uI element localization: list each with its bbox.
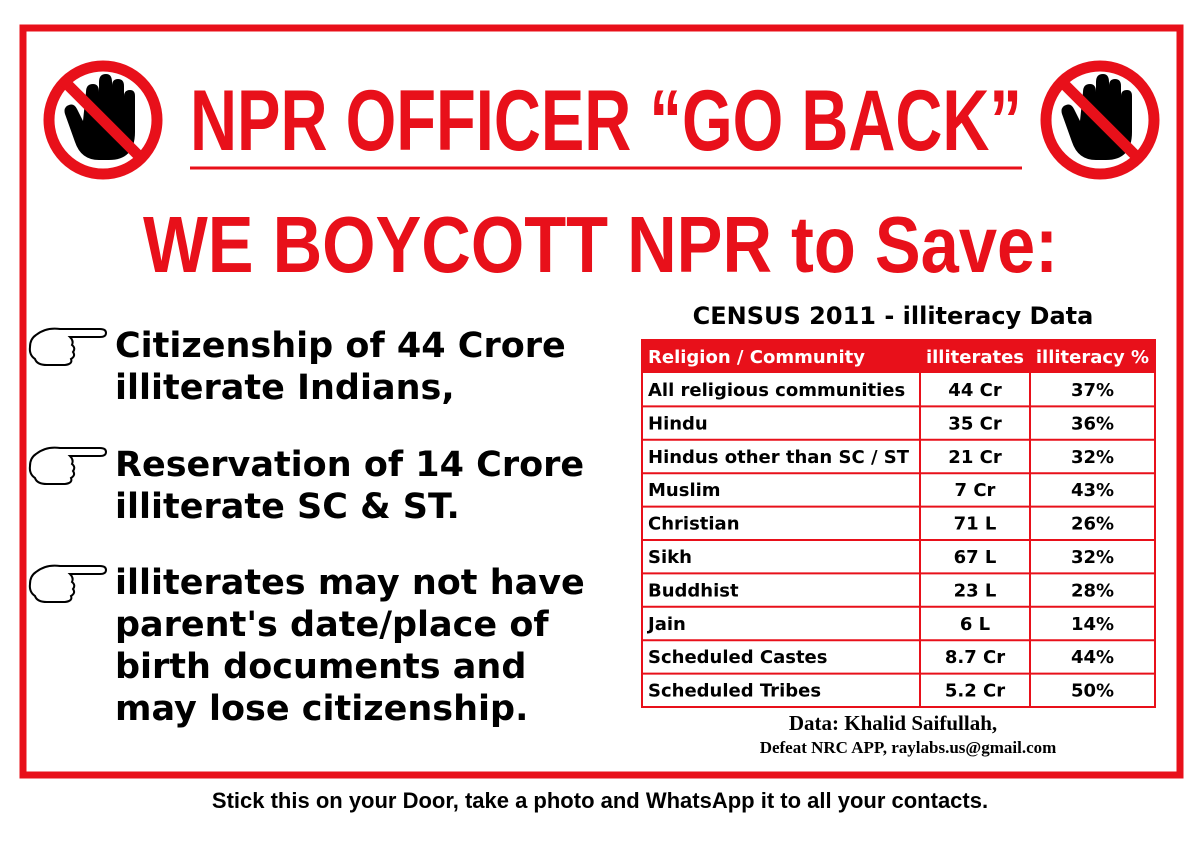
data-table: Religion / Community illiterates illiterac…: [641, 339, 1156, 708]
table-cell: 26%: [1071, 514, 1114, 535]
border: [19, 24, 1184, 779]
bullet-line: illiterate Indians,: [115, 368, 455, 408]
table-cell: 71 L: [954, 514, 997, 535]
table-cell: Jain: [646, 614, 686, 635]
bullet-line: illiterates may not have: [115, 563, 585, 603]
pointers: [28, 327, 108, 603]
table-cell: 32%: [1071, 547, 1114, 568]
credit-line: Data: Khalid Saifullah,: [789, 711, 997, 735]
stop-icon-right: [1040, 60, 1160, 180]
table-cell: 44%: [1071, 647, 1114, 668]
column-header: illiterates: [926, 347, 1024, 368]
table-cell: 37%: [1071, 380, 1114, 401]
footer: Stick this on your Door, take a photo an…: [212, 788, 988, 813]
column-header: Religion / Community: [648, 347, 865, 368]
table-cell: 23 L: [954, 580, 997, 601]
table-border: [641, 339, 1156, 708]
table-cell: 28%: [1071, 580, 1114, 601]
table-cell: 44 Cr: [948, 380, 1002, 401]
table-cell: Buddhist: [648, 580, 739, 601]
table-cell: 43%: [1071, 480, 1114, 501]
table-cell: 36%: [1071, 413, 1114, 434]
table-cell: Scheduled Tribes: [648, 681, 821, 702]
credit-line: Defeat NRC APP, raylabs.us@gmail.com: [760, 738, 1057, 757]
table-cell: All religious communities: [648, 380, 905, 401]
column-header: illiteracy %: [1036, 347, 1149, 368]
table-cell: Scheduled Castes: [648, 647, 827, 668]
bullet-line: may lose citizenship.: [115, 689, 528, 729]
table-cell: 50%: [1071, 681, 1114, 702]
bullet-line: Citizenship of 44 Crore: [115, 326, 566, 366]
table-cell: 8.7 Cr: [945, 647, 1005, 668]
subtitle: WE BOYCOTT NPR to Save:: [143, 200, 1058, 289]
table-cell: 7 Cr: [955, 480, 996, 501]
table-cell: Hindu: [648, 413, 708, 434]
pointing-hand: [28, 446, 108, 485]
table-cell: Sikh: [648, 547, 692, 568]
table-cell: 6 L: [960, 614, 990, 635]
bullet-line: birth documents and: [115, 647, 526, 687]
table-cell: 14%: [1071, 614, 1114, 635]
table-cell: 35 Cr: [948, 413, 1002, 434]
table-cell: Muslim: [648, 480, 721, 501]
title: NPR OFFICER “GO BACK”: [190, 73, 1022, 169]
header-row: [642, 340, 1155, 373]
bullet-line: Reservation of 14 Crore: [115, 445, 584, 485]
bullet-line: parent's date/place of: [115, 605, 549, 645]
bullet-line: illiterate SC & ST.: [115, 487, 460, 527]
table-cell: 5.2 Cr: [945, 681, 1005, 702]
table-cell: Hindus other than SC / ST: [648, 447, 910, 468]
pointing-hand: [28, 327, 108, 366]
table-cell: 21 Cr: [948, 447, 1002, 468]
stop-icon-left: [43, 60, 163, 180]
table-cell: Christian: [648, 514, 740, 535]
table-cell: 67 L: [954, 547, 997, 568]
table-title: CENSUS 2011 - illiteracy Data: [693, 302, 1094, 330]
table-cell: 32%: [1071, 447, 1114, 468]
pointing-hand: [28, 564, 108, 603]
